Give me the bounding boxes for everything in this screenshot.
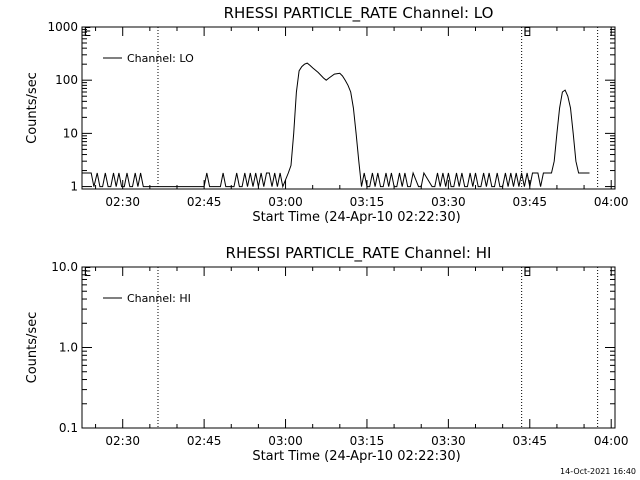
lo-x-tick-label: 03:30 [431, 195, 466, 209]
hi-legend-entry: Channel: HI [127, 292, 191, 305]
hi-e-marker: E [84, 265, 92, 279]
lo-y-tick-label: 1000 [47, 20, 78, 34]
lo-legend-entry: Channel: LO [127, 52, 194, 65]
lo-e-marker: E [523, 25, 531, 39]
lo-x-tick-label: 03:15 [350, 195, 385, 209]
lo-x-axis-label: Start Time (24-Apr-10 02:22:30) [252, 210, 460, 225]
hi-x-tick-label: 03:00 [268, 434, 303, 448]
lo-x-tick-label: 04:00 [594, 195, 629, 209]
footer-timestamp: 14-Oct-2021 16:40 [560, 467, 636, 476]
lo-y-tick-label: 10 [63, 126, 78, 140]
lo-x-tick-label: 03:45 [512, 195, 547, 209]
hi-x-tick-label: 02:45 [187, 434, 222, 448]
hi-y-tick-label: 10.0 [51, 260, 78, 274]
lo-e-marker: E [84, 25, 92, 39]
lo-x-tick-label: 02:30 [105, 195, 140, 209]
hi-x-axis-label: Start Time (24-Apr-10 02:22:30) [252, 449, 460, 464]
lo-x-tick-label: 02:45 [187, 195, 222, 209]
hi-x-tick-label: 02:30 [105, 434, 140, 448]
hi-y-tick-label: 1.0 [59, 341, 78, 355]
lo-y-axis-label: Counts/sec [25, 72, 40, 144]
lo-chart-title: RHESSI PARTICLE_RATE Channel: LO [224, 4, 494, 23]
lo-x-tick-label: 03:00 [268, 195, 303, 209]
lo-y-tick-label: 100 [55, 73, 78, 87]
hi-e-marker: E [523, 265, 531, 279]
hi-y-axis-label: Counts/sec [25, 312, 40, 384]
hi-x-tick-label: 03:15 [350, 434, 385, 448]
hi-y-tick-label: 0.1 [59, 421, 78, 435]
lo-y-tick-label: 1 [70, 180, 78, 194]
lo-series-line-0 [82, 62, 590, 189]
hi-x-tick-label: 04:00 [594, 434, 629, 448]
hi-chart-title: RHESSI PARTICLE_RATE Channel: HI [226, 244, 492, 263]
hi-x-tick-label: 03:45 [512, 434, 547, 448]
hi-x-tick-label: 03:30 [431, 434, 466, 448]
